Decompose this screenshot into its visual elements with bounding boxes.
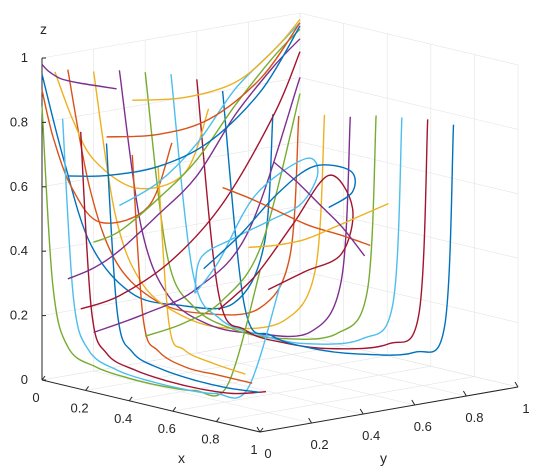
x-tick-label: 0.8 bbox=[201, 432, 219, 447]
grid-line bbox=[93, 370, 312, 424]
z-tick-label: 0 bbox=[21, 372, 28, 387]
y-tick-label: 0.4 bbox=[362, 428, 380, 443]
series-line-11 bbox=[41, 63, 117, 90]
z-tick-label: 0.2 bbox=[10, 308, 28, 323]
x-tick-mark bbox=[215, 417, 220, 422]
series-line-9 bbox=[41, 90, 173, 224]
series-group bbox=[41, 18, 455, 399]
y-tick-mark bbox=[411, 399, 416, 406]
x-axis-label: x bbox=[178, 450, 185, 466]
y-tick-label: 0 bbox=[264, 446, 271, 461]
series-line-31 bbox=[248, 202, 389, 249]
y-tick-mark bbox=[359, 408, 364, 415]
grid-line bbox=[41, 334, 301, 381]
grid-line bbox=[129, 355, 388, 402]
series-line-27 bbox=[194, 157, 319, 294]
x-tick-label: 0.2 bbox=[71, 400, 89, 415]
grid-line bbox=[299, 12, 519, 66]
x-axis-line bbox=[41, 379, 261, 433]
series-line-24 bbox=[132, 18, 301, 101]
y-tick-mark bbox=[308, 417, 313, 424]
series-line-18 bbox=[67, 38, 301, 280]
series-line-8 bbox=[221, 90, 455, 356]
series-line-22 bbox=[67, 25, 301, 178]
series-line-6 bbox=[170, 74, 403, 345]
x-tick-label: 0 bbox=[32, 390, 39, 405]
grid-line bbox=[41, 12, 301, 59]
series-line-32 bbox=[273, 161, 366, 257]
y-tick-mark bbox=[256, 426, 261, 433]
series-line-14 bbox=[80, 131, 267, 395]
x-tick-mark bbox=[85, 386, 89, 391]
series-line-26 bbox=[144, 93, 301, 337]
z-tick-label: 0.6 bbox=[10, 179, 28, 194]
series-line-23 bbox=[106, 22, 301, 138]
grid-line bbox=[299, 205, 519, 259]
grid-line bbox=[299, 141, 519, 195]
grid-line bbox=[41, 205, 301, 252]
grid-line bbox=[41, 141, 301, 188]
y-tick-label: 0.2 bbox=[311, 437, 329, 452]
series-line-12 bbox=[41, 106, 261, 397]
z-tick-label: 0.8 bbox=[10, 114, 28, 129]
series-line-29 bbox=[203, 164, 356, 270]
grid-line bbox=[299, 334, 519, 388]
series-line-15 bbox=[105, 143, 260, 393]
grid-line bbox=[85, 345, 344, 391]
series-line-10 bbox=[54, 71, 210, 190]
series-line-19 bbox=[93, 28, 301, 243]
y-tick-label: 0.8 bbox=[465, 410, 483, 425]
grid-line bbox=[299, 77, 519, 130]
y-axis-line bbox=[259, 386, 519, 433]
grid-line bbox=[41, 77, 301, 123]
x-tick-mark bbox=[128, 396, 133, 402]
y-tick-label: 0.6 bbox=[414, 419, 432, 434]
x-tick-mark bbox=[172, 406, 177, 412]
series-line-4 bbox=[118, 70, 351, 338]
z-tick-label: 0.4 bbox=[10, 243, 28, 258]
series-line-17 bbox=[157, 166, 246, 375]
grid-line bbox=[145, 361, 364, 415]
grid-line bbox=[216, 376, 475, 422]
y-tick-label: 1 bbox=[522, 401, 529, 416]
x-tick-label: 1 bbox=[250, 442, 257, 457]
x-tick-label: 0.6 bbox=[158, 421, 176, 436]
grid-line bbox=[299, 270, 519, 323]
series-line-28 bbox=[218, 174, 354, 311]
series-line-30 bbox=[222, 186, 371, 247]
y-axis-label: y bbox=[380, 450, 387, 466]
series-line-16 bbox=[131, 154, 253, 384]
grid-line bbox=[172, 365, 431, 412]
y-tick-mark bbox=[514, 381, 519, 388]
grid-line bbox=[196, 352, 415, 406]
series-line-25 bbox=[93, 77, 301, 334]
grid-line bbox=[248, 343, 467, 397]
z-axis-label: z bbox=[40, 21, 47, 37]
x-tick-label: 0.4 bbox=[114, 411, 132, 426]
z-tick-label: 1 bbox=[21, 50, 28, 65]
series-line-3 bbox=[92, 71, 326, 330]
y-tick-mark bbox=[462, 390, 467, 397]
series-line-21 bbox=[80, 51, 301, 310]
x-tick-mark bbox=[41, 375, 46, 381]
x-tick-mark bbox=[259, 427, 264, 433]
